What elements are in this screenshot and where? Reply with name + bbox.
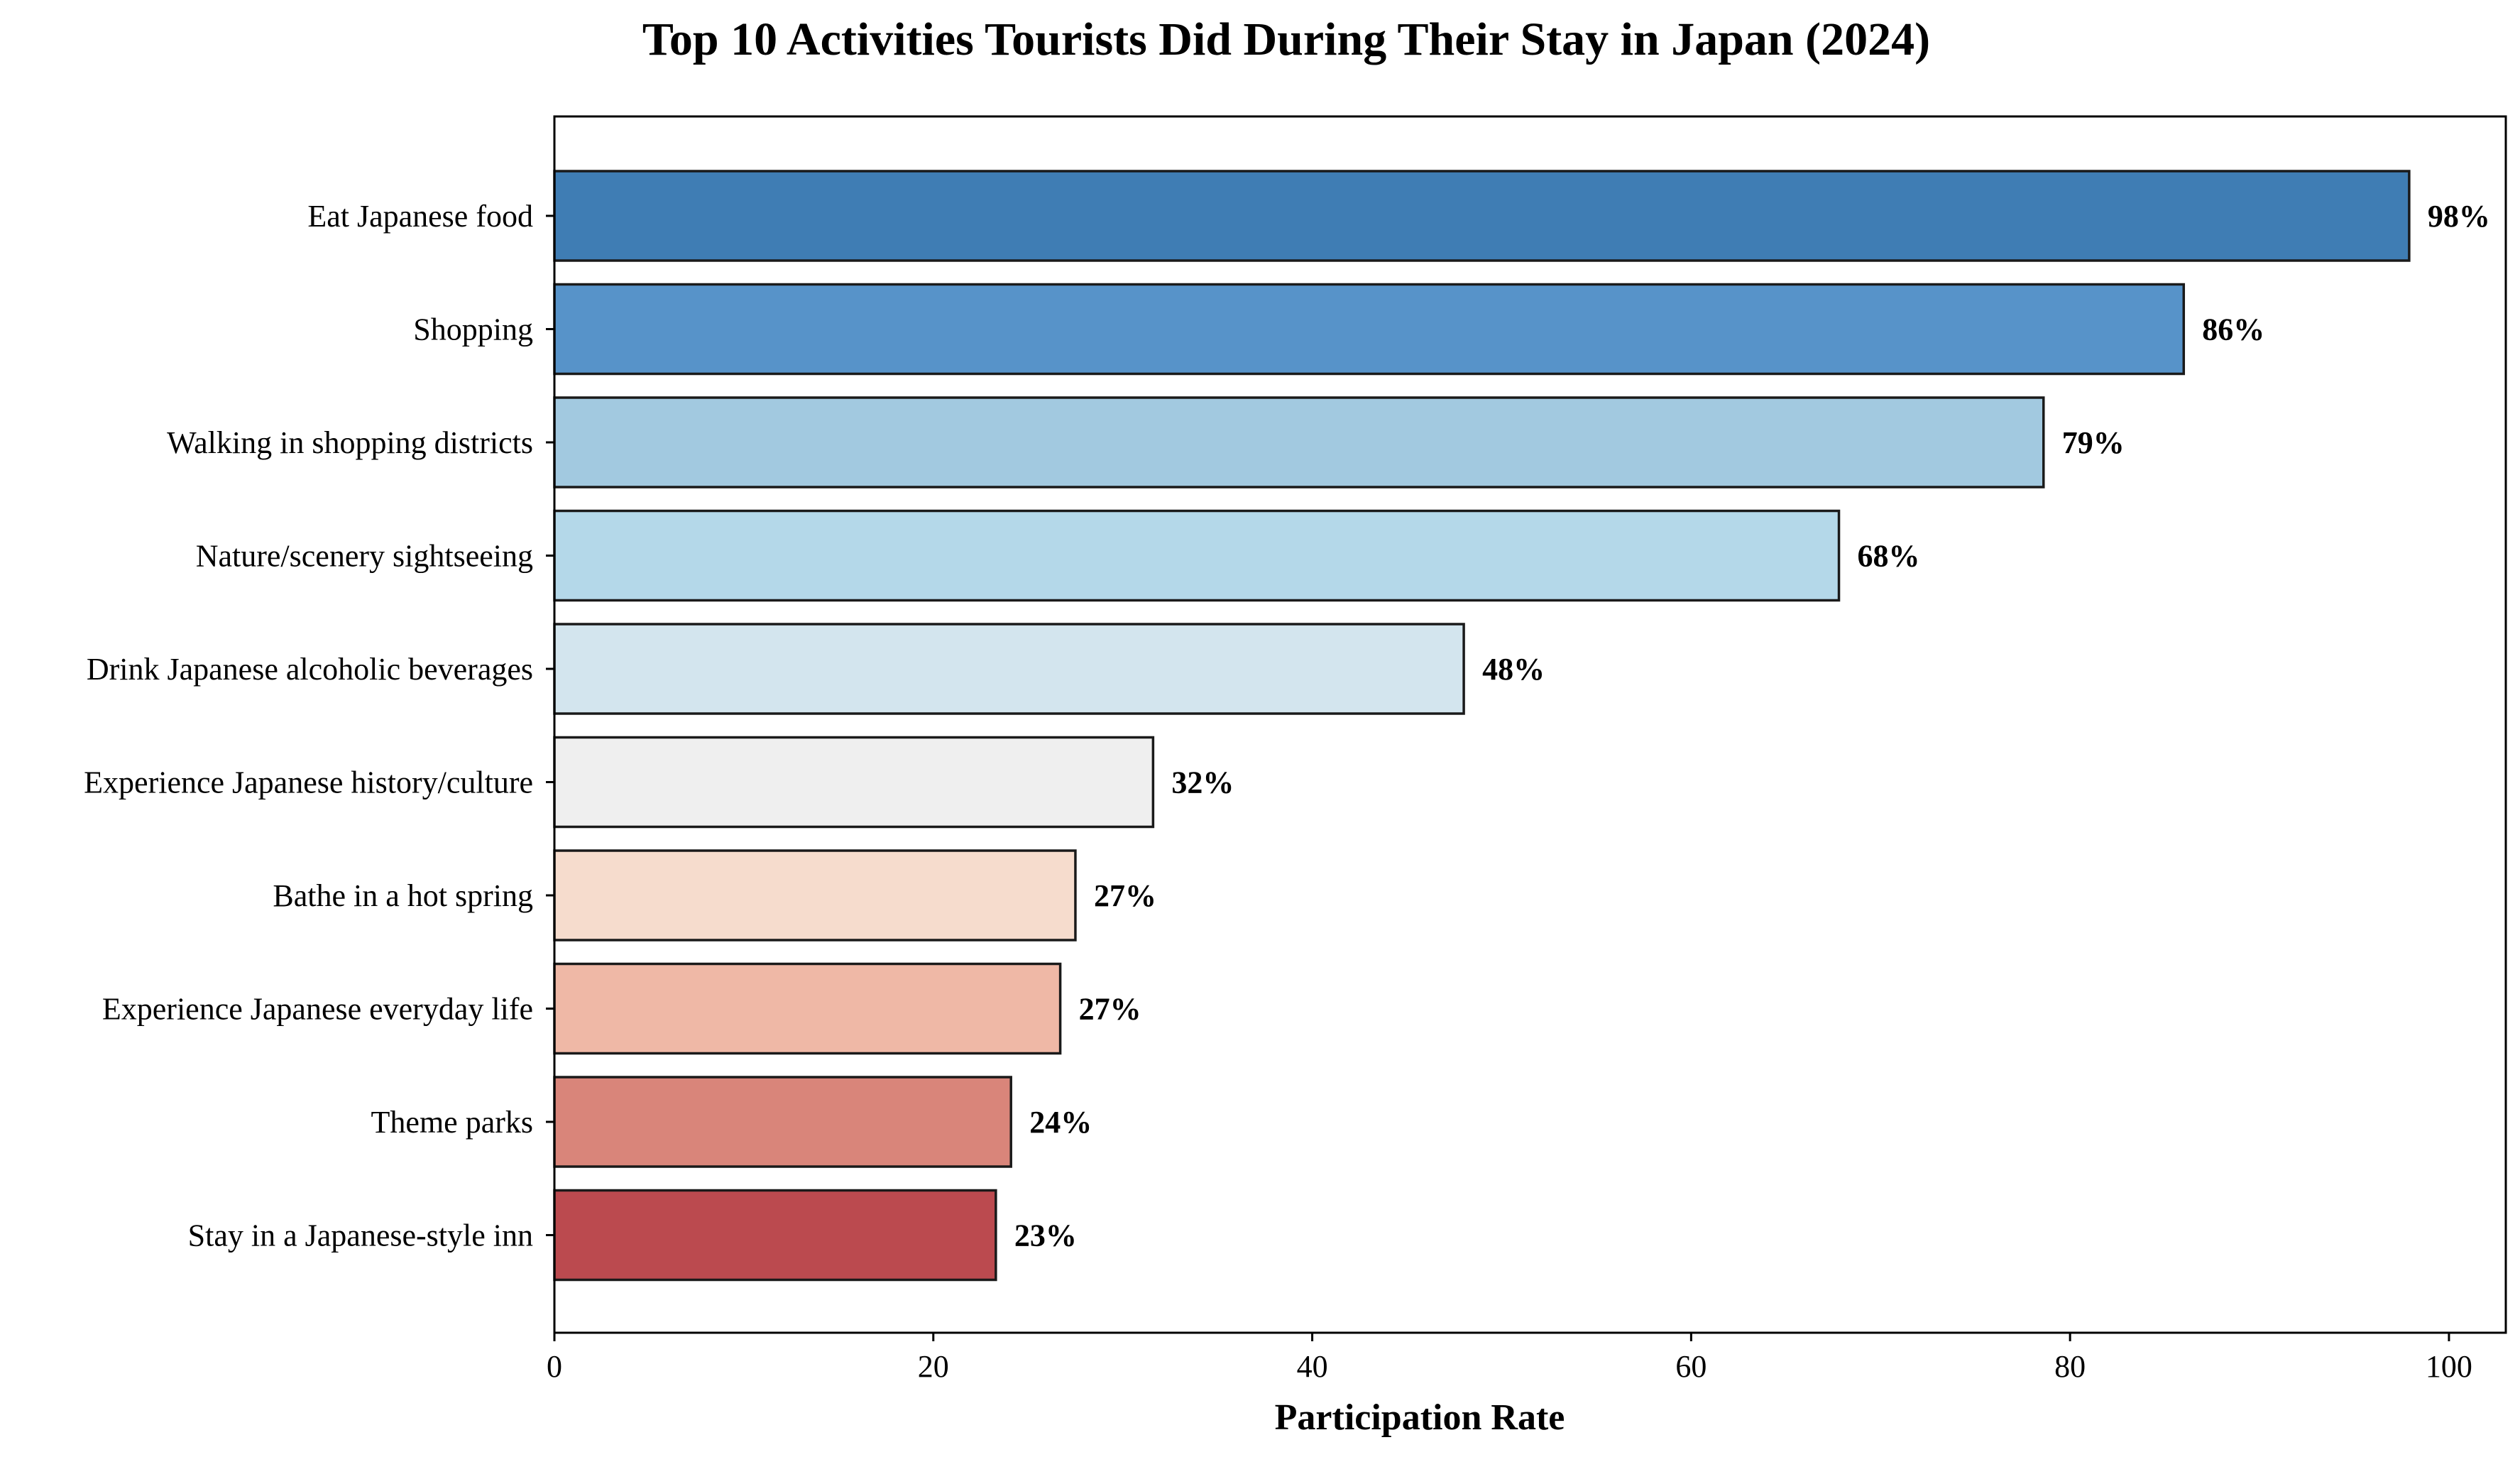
bar-value-label-6: 32% — [1171, 765, 1234, 800]
bar-6 — [553, 736, 1155, 829]
bar-value-label-1: 98% — [2428, 199, 2490, 234]
x-tick-label-20: 20 — [918, 1349, 949, 1384]
y-tick-label-4: Nature/scenery sightseeing — [196, 539, 533, 574]
y-tick-label-6: Experience Japanese history/culture — [84, 765, 533, 800]
x-tick-label-80: 80 — [2054, 1349, 2086, 1384]
y-tick-label-10: Stay in a Japanese-style inn — [188, 1218, 533, 1253]
y-tick-label-3: Walking in shopping districts — [167, 425, 533, 460]
x-tick-label-40: 40 — [1297, 1349, 1328, 1384]
x-tick-label-100: 100 — [2426, 1349, 2472, 1384]
y-tick-label-2: Shopping — [413, 312, 533, 347]
x-tick-label-60: 60 — [1675, 1349, 1707, 1384]
bar-value-label-9: 24% — [1029, 1105, 1092, 1140]
x-tick-label-0: 0 — [547, 1349, 562, 1384]
bar-9 — [553, 1076, 1012, 1168]
bar-value-label-4: 68% — [1858, 539, 1920, 574]
bar-value-label-2: 86% — [2202, 312, 2264, 347]
bar-7 — [553, 849, 1077, 942]
bar-1 — [553, 170, 2411, 262]
bar-value-label-10: 23% — [1014, 1218, 1077, 1253]
bar-4 — [553, 509, 1841, 602]
y-tick-label-9: Theme parks — [371, 1105, 533, 1140]
y-tick-label-5: Drink Japanese alcoholic beverages — [87, 652, 533, 687]
bar-value-label-3: 79% — [2062, 425, 2125, 460]
x-axis-label: Participation Rate — [1275, 1397, 1565, 1438]
value-labels-group: 98% 86% 79% 68% 48% 32% 27% 27% 24% 23% — [1014, 199, 2490, 1253]
bar-value-label-5: 48% — [1482, 652, 1545, 687]
bar-8 — [553, 962, 1062, 1055]
y-tick-label-7: Bathe in a hot spring — [273, 878, 533, 913]
y-tick-label-8: Experience Japanese everyday life — [102, 992, 533, 1027]
bar-value-label-8: 27% — [1079, 992, 1141, 1027]
bar-5 — [553, 623, 1465, 715]
y-tick-label-1: Eat Japanese food — [307, 199, 533, 234]
bar-3 — [553, 396, 2045, 489]
y-axis-ticks: Eat Japanese food Shopping Walking in shop… — [84, 199, 554, 1253]
x-axis-ticks: 0 20 40 60 80 100 — [547, 1333, 2472, 1384]
plot-area-frame — [553, 115, 2507, 1334]
bars-group — [553, 170, 2411, 1282]
bar-value-label-7: 27% — [1094, 878, 1156, 913]
chart-title: Top 10 Activities Tourists Did During Th… — [642, 13, 1930, 65]
bar-2 — [553, 283, 2186, 376]
bar-10 — [553, 1189, 997, 1282]
